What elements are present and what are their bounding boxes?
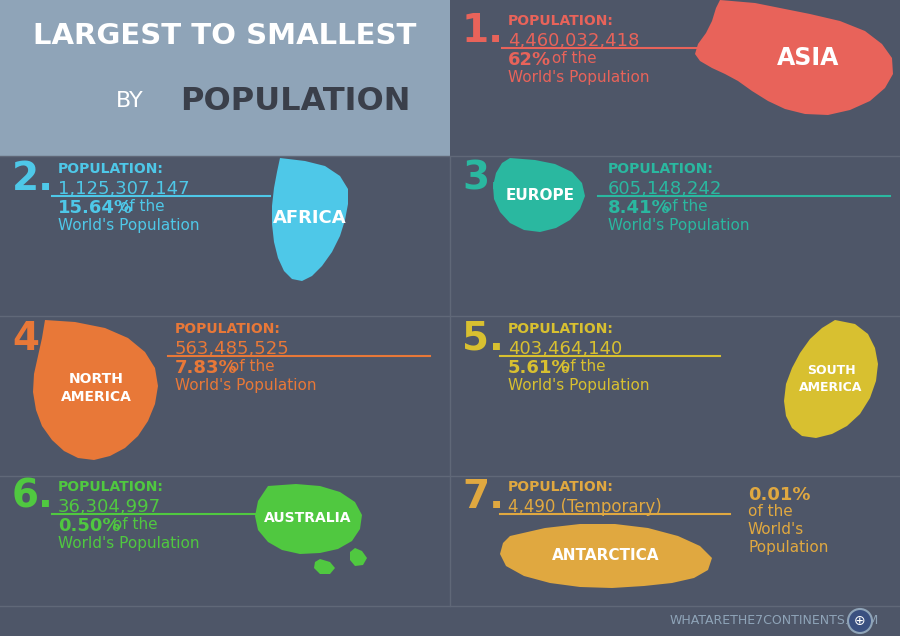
Text: World's Population: World's Population [508, 70, 650, 85]
Text: of the: of the [748, 504, 793, 519]
Text: 0.50%: 0.50% [58, 517, 121, 535]
Text: SOUTH
AMERICA: SOUTH AMERICA [799, 364, 863, 394]
Text: POPULATION:: POPULATION: [508, 14, 614, 28]
Text: AFRICA: AFRICA [274, 209, 346, 227]
Text: World's Population: World's Population [58, 536, 200, 551]
Text: of the: of the [658, 199, 707, 214]
Text: EUROPE: EUROPE [506, 188, 574, 202]
Polygon shape [255, 484, 362, 554]
Text: World's Population: World's Population [175, 378, 317, 393]
Text: 1.: 1. [462, 12, 504, 50]
Text: POPULATION: POPULATION [180, 85, 410, 116]
Text: World's Population: World's Population [58, 218, 200, 233]
Text: 5.61%: 5.61% [508, 359, 571, 377]
Text: 8.41%: 8.41% [608, 199, 670, 217]
Text: 15.64%: 15.64% [58, 199, 133, 217]
Text: ANTARCTICA: ANTARCTICA [553, 548, 660, 563]
Polygon shape [272, 158, 348, 281]
Text: 4,460,032,418: 4,460,032,418 [508, 32, 639, 50]
Polygon shape [500, 524, 712, 588]
Text: NORTH
AMERICA: NORTH AMERICA [60, 372, 131, 404]
Text: 4.: 4. [12, 320, 54, 358]
Text: 1,125,307,147: 1,125,307,147 [58, 180, 190, 198]
Text: 5.: 5. [462, 320, 504, 358]
Text: AUSTRALIA: AUSTRALIA [265, 511, 352, 525]
Circle shape [848, 609, 872, 633]
Text: 0.01%: 0.01% [748, 486, 811, 504]
Text: 3.: 3. [462, 160, 504, 198]
Text: 4,490 (Temporary): 4,490 (Temporary) [508, 498, 662, 516]
FancyBboxPatch shape [0, 0, 450, 156]
Polygon shape [784, 320, 878, 438]
Polygon shape [493, 158, 585, 232]
Text: World's Population: World's Population [608, 218, 750, 233]
Polygon shape [695, 0, 893, 115]
Text: 563,485,525: 563,485,525 [175, 340, 290, 358]
Text: of the: of the [556, 359, 606, 374]
Text: 403,464,140: 403,464,140 [508, 340, 622, 358]
Text: POPULATION:: POPULATION: [58, 480, 164, 494]
Text: World's: World's [748, 522, 805, 537]
Text: 6.: 6. [12, 478, 54, 516]
Text: of the: of the [108, 517, 158, 532]
Text: ASIA: ASIA [777, 46, 839, 70]
Text: LARGEST TO SMALLEST: LARGEST TO SMALLEST [33, 22, 417, 50]
Text: 2.: 2. [12, 160, 54, 198]
Text: WHATARETHE7CONTINENTS.COM: WHATARETHE7CONTINENTS.COM [670, 614, 879, 628]
Text: Population: Population [748, 540, 828, 555]
Text: of the: of the [115, 199, 165, 214]
Text: 62%: 62% [508, 51, 551, 69]
Text: of the: of the [225, 359, 274, 374]
Text: BY: BY [116, 91, 144, 111]
Text: 36,304,997: 36,304,997 [58, 498, 161, 516]
Text: 7.: 7. [462, 478, 504, 516]
Text: World's Population: World's Population [508, 378, 650, 393]
Text: 605,148,242: 605,148,242 [608, 180, 723, 198]
Text: POPULATION:: POPULATION: [175, 322, 281, 336]
Text: POPULATION:: POPULATION: [508, 322, 614, 336]
Polygon shape [33, 320, 158, 460]
Text: POPULATION:: POPULATION: [608, 162, 714, 176]
Text: of the: of the [547, 51, 597, 66]
Polygon shape [350, 548, 367, 566]
Text: 7.83%: 7.83% [175, 359, 238, 377]
Text: POPULATION:: POPULATION: [508, 480, 614, 494]
Text: ⊕: ⊕ [854, 614, 866, 628]
Polygon shape [314, 559, 335, 574]
Text: POPULATION:: POPULATION: [58, 162, 164, 176]
